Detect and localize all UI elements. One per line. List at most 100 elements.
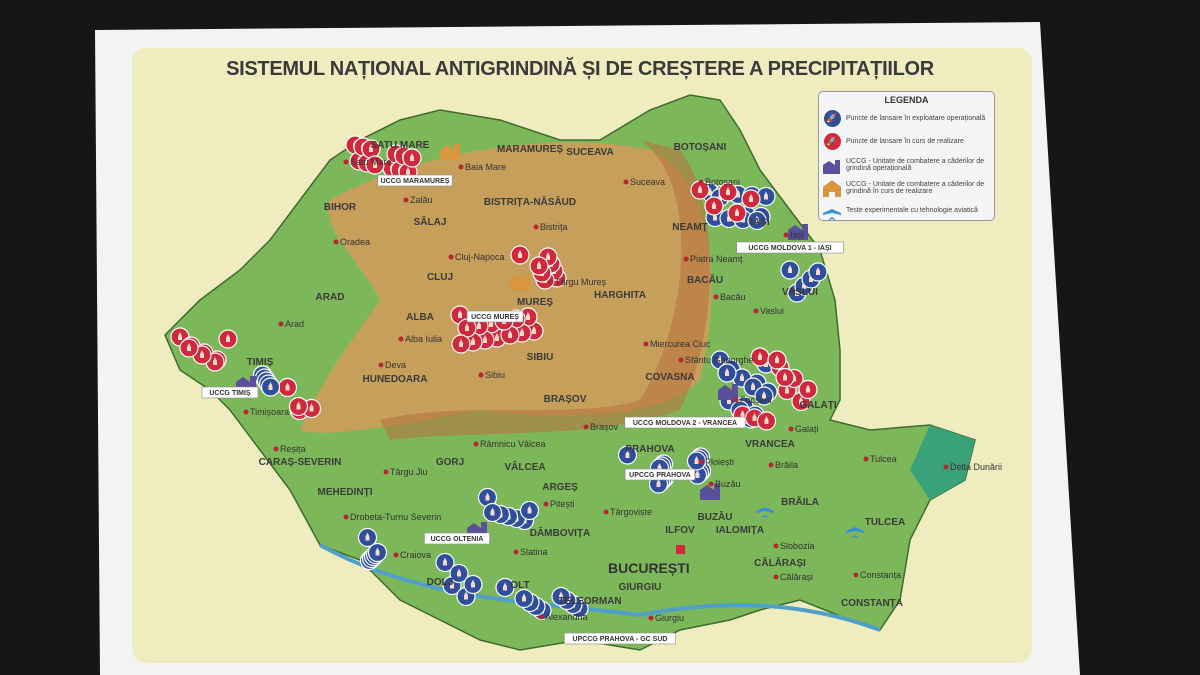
unit-label: UPCCG PRAHOVA: [629, 472, 691, 479]
rocket-glyph: [752, 413, 757, 421]
rocket-glyph: [410, 153, 414, 161]
legend-label: UCCG - Unitate de combatere a căderilor …: [846, 180, 985, 195]
city-label: Piatra Neamț: [690, 254, 743, 264]
legend-title: LEGENDA: [884, 95, 929, 105]
county-label: DOLJ: [427, 577, 454, 588]
county-label: BRAȘOV: [544, 394, 587, 405]
city-dot: [713, 294, 719, 300]
county-label: COVASNA: [645, 372, 694, 383]
rocket-glyph: [495, 333, 499, 341]
city-dot: [403, 197, 409, 203]
rocket-glyph: [532, 326, 536, 334]
county-label: ILFOV: [665, 525, 695, 536]
rocket-glyph: [764, 416, 769, 424]
rocket-glyph: [698, 185, 702, 193]
county-label: IAȘI: [750, 217, 770, 228]
legend-label: Puncte de lansare în curs de realizare: [846, 138, 964, 145]
city-dot: [648, 615, 654, 621]
city-dot: [683, 256, 689, 262]
county-label: SĂLAJ: [414, 215, 447, 228]
rocket-glyph: [522, 593, 526, 602]
city-dot: [538, 614, 544, 620]
city-label: Deva: [385, 360, 406, 370]
airplane-icon: [846, 520, 864, 538]
rocket-glyph: [785, 385, 789, 394]
city-label: Târgoviște: [610, 507, 652, 517]
city-dot: [708, 481, 714, 487]
county-label: MEHEDINȚI: [318, 487, 373, 498]
city-dot: [583, 424, 589, 430]
city-label: Bistrița: [540, 222, 568, 232]
rocket-glyph: [520, 328, 524, 336]
city-label: Râmnicu Vâlcea: [480, 439, 546, 449]
city-label: Delta Dunării: [950, 462, 1002, 472]
city-label: Sfântu Gheorghe: [685, 355, 754, 365]
legend-item-operational: 🚀 Puncte de lansare în exploatare operaț…: [819, 107, 994, 130]
city-label: Slobozia: [780, 541, 815, 551]
rocket-glyph: [537, 261, 541, 269]
rocket-glyph: [518, 250, 522, 258]
city-label: Pitești: [550, 499, 575, 509]
rocket-glyph: [775, 355, 779, 363]
city-label: Vaslui: [760, 306, 784, 316]
uccg-building-purple-icon: [788, 224, 808, 240]
rocket-blue-icon: 🚀: [822, 109, 842, 129]
city-dot: [543, 501, 549, 507]
city-label: Focșani: [740, 395, 772, 405]
rocket-glyph: [268, 382, 273, 390]
city-dot: [548, 279, 554, 285]
city-dot: [943, 464, 949, 470]
rocket-glyph: [373, 160, 377, 168]
unit-label: UCCG TIMIȘ: [209, 390, 251, 397]
legend-item-uccg-operational: UCCG - Unitate de combatere a căderilor …: [819, 153, 994, 176]
rocket-glyph: [726, 187, 730, 195]
city-label: Baia Mare: [465, 162, 506, 172]
city-dot: [333, 239, 339, 245]
legend-item-uccg-in-progress: UCCG - Unitate de combatere a căderilor …: [819, 176, 994, 199]
county-label: PRAHOVA: [625, 444, 674, 455]
rocket-glyph: [816, 267, 820, 275]
rocket-glyph: [718, 355, 722, 363]
city-dot: [343, 514, 349, 520]
city-dot: [788, 426, 794, 432]
county-label: MARAMUREȘ: [497, 144, 563, 155]
rocket-glyph: [296, 401, 301, 410]
unit-label-box: [424, 532, 490, 545]
unit-label-box: [466, 310, 524, 323]
city-dot: [533, 224, 539, 230]
airplane-icon: [822, 201, 842, 221]
rocket-glyph: [526, 312, 530, 320]
city-dot: [698, 459, 704, 465]
rocket-glyph: [694, 456, 699, 464]
rocket-glyph: [490, 507, 495, 516]
city-label: Brăila: [775, 460, 798, 470]
county-label: BIHOR: [324, 202, 357, 213]
city-label: Miercurea Ciuc: [650, 339, 711, 349]
city-label: Bacău: [720, 292, 746, 302]
legend-label: Puncte de lansare în exploatare operațio…: [846, 115, 986, 122]
unit-label: UCCG MOLDOVA 2 - VRANCEA: [633, 420, 737, 427]
rocket-glyph: [625, 450, 630, 458]
city-dot: [378, 362, 384, 368]
rocket-red-icon: 🚀: [822, 132, 842, 152]
rocket-glyph: [546, 252, 550, 260]
rocket-glyph: [508, 330, 512, 338]
city-dot: [273, 446, 279, 452]
county-label: VASLUI: [782, 287, 818, 298]
rocket-glyph: [483, 335, 487, 343]
danube-delta: [910, 425, 975, 500]
city-dot: [698, 179, 704, 185]
rocket-glyph: [477, 321, 481, 329]
rocket-glyph: [806, 384, 810, 393]
city-dot: [753, 308, 759, 314]
uccg-building-orange-icon: [440, 144, 460, 160]
county-label: HUNEDOARA: [363, 374, 428, 385]
legend-label: UCCG - Unitate de combatere a căderilor …: [846, 157, 985, 172]
county-label: TELEORMAN: [558, 596, 621, 607]
capital-marker: [676, 545, 685, 554]
city-dot: [733, 397, 739, 403]
unit-label: UCCG MUREȘ: [471, 314, 519, 321]
rocket-glyph: [762, 391, 766, 399]
county-label: CĂLĂRAȘI: [754, 556, 806, 569]
rocket-glyph: [458, 310, 462, 318]
